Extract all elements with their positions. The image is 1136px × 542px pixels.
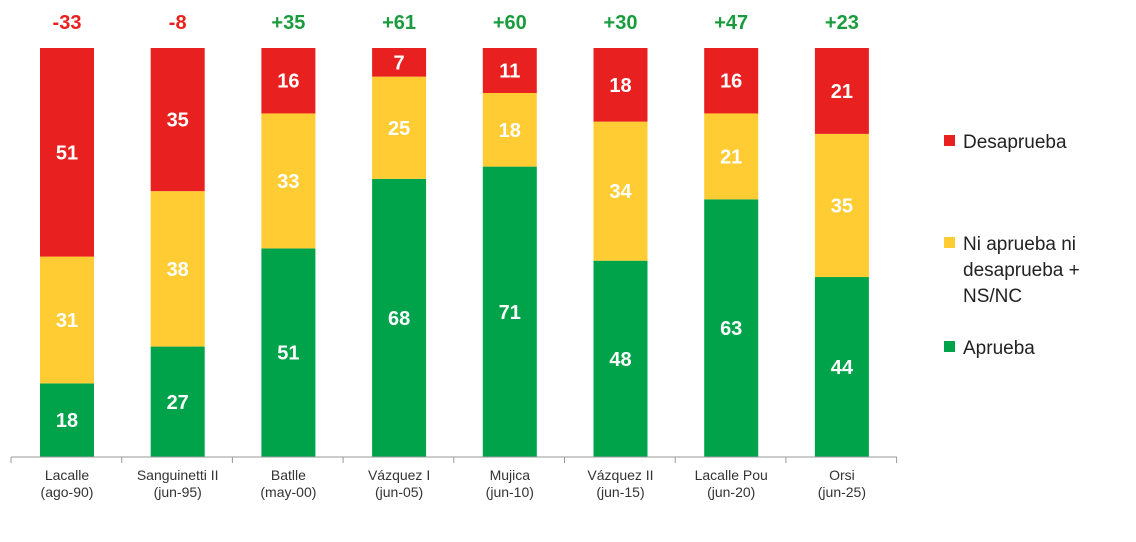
data-label: 21 <box>720 146 742 168</box>
bar-ni-vazquez-i <box>372 76 427 179</box>
data-label: 33 <box>277 171 299 193</box>
x-tick-label: Lacalle Pou <box>695 467 768 483</box>
x-axis-labels: Lacalle(ago-90) Sanguinetti II(jun-95) Bat… <box>41 467 866 500</box>
legend-item-desaprueba: Desaprueba <box>944 130 1123 156</box>
data-label: 16 <box>720 71 742 93</box>
data-label: 7 <box>394 52 405 74</box>
data-label: 48 <box>609 349 631 371</box>
data-label: 31 <box>56 310 78 332</box>
x-tick-sublabel: (ago-90) <box>41 484 94 500</box>
bar-aprueba-lacalle-pou <box>704 199 759 457</box>
net-balance-labels: -33 -8 +35 +61 +60 +30 +47 +23 <box>53 12 859 34</box>
x-tick-sublabel: (jun-10) <box>486 484 534 500</box>
x-tick-sublabel: (jun-15) <box>596 484 644 500</box>
net-balance-label: +61 <box>382 12 416 34</box>
legend-swatch-ni-aprueba-ni-desaprueba <box>944 237 955 248</box>
legend-label-desaprueba: Desaprueba <box>963 132 1067 153</box>
bar-aprueba-vazquez-i <box>372 178 427 457</box>
data-label: 18 <box>499 120 521 142</box>
x-tick-sublabel: (jun-05) <box>375 484 423 500</box>
x-tick-sublabel: (jun-20) <box>707 484 755 500</box>
bar-desaprueba-vazquez-i <box>372 48 427 77</box>
bar-desaprueba-vazquez-ii <box>593 48 648 122</box>
x-tick-label: Mujica <box>490 467 531 483</box>
bar-aprueba-lacalle <box>40 383 94 457</box>
net-balance-label: +30 <box>604 12 638 34</box>
net-balance-label: -8 <box>169 12 187 34</box>
data-label: 35 <box>831 195 853 217</box>
legend-swatch-aprueba <box>944 341 955 352</box>
x-tick-label: Lacalle <box>45 467 90 483</box>
legend-swatch-desaprueba <box>944 135 955 146</box>
bar-ni-lacalle <box>40 256 94 384</box>
bar-ni-mujica <box>482 92 537 167</box>
x-tick-label: Batlle <box>271 467 306 483</box>
bar-desaprueba-batlle <box>261 48 316 114</box>
data-label: 18 <box>56 410 78 432</box>
bar-desaprueba-sanguinetti-ii <box>150 48 205 192</box>
bar-aprueba-orsi <box>814 277 869 457</box>
x-tick-label: Vázquez II <box>587 467 653 483</box>
data-label: 71 <box>499 302 521 324</box>
bar-aprueba-batlle <box>261 248 316 457</box>
legend-item-ni-aprueba-ni-desaprueba: Ni aprueba ni desaprueba + NS/NC <box>944 232 1123 310</box>
net-balance-label: +23 <box>825 12 859 34</box>
data-label: 44 <box>831 357 854 379</box>
bar-desaprueba-mujica <box>482 48 537 93</box>
x-axis-ticks <box>10 457 898 463</box>
bar-ni-orsi <box>814 133 869 278</box>
data-label: 21 <box>831 81 853 103</box>
bar-aprueba-mujica <box>482 166 537 458</box>
data-label: 18 <box>609 75 631 97</box>
x-tick-sublabel: (may-00) <box>260 484 316 500</box>
data-label: 16 <box>277 71 299 93</box>
x-tick-label: Vázquez I <box>368 467 430 483</box>
x-tick-sublabel: (jun-25) <box>818 484 866 500</box>
net-balance-label: +35 <box>271 12 305 34</box>
data-label: 51 <box>56 142 78 164</box>
data-label: 35 <box>167 110 189 132</box>
net-balance-label: +47 <box>714 12 748 34</box>
bar-desaprueba-lacalle <box>40 48 94 257</box>
legend-label-aprueba: Aprueba <box>963 338 1035 359</box>
legend-label-ni-aprueba-ni-desaprueba: Ni aprueba ni desaprueba + NS/NC <box>963 234 1080 307</box>
data-label: 27 <box>167 392 189 414</box>
bar-desaprueba-orsi <box>814 48 869 134</box>
data-label: 34 <box>609 181 632 203</box>
bars-group: 18 31 51 27 38 35 51 33 16 68 25 7 71 18 11 48 34 18 63 21 1… <box>40 48 869 458</box>
bar-ni-batlle <box>261 113 316 249</box>
data-label: 51 <box>277 343 299 365</box>
data-label: 38 <box>167 259 189 281</box>
data-label: 68 <box>388 308 410 330</box>
legend-item-aprueba: Aprueba <box>944 336 1123 362</box>
x-tick-label: Sanguinetti II <box>137 467 219 483</box>
bar-desaprueba-lacalle-pou <box>704 48 759 114</box>
x-tick-sublabel: (jun-95) <box>154 484 202 500</box>
net-balance-label: -33 <box>53 12 82 34</box>
net-balance-label: +60 <box>493 12 527 34</box>
x-tick-label: Orsi <box>829 467 855 483</box>
data-label: 11 <box>499 60 520 82</box>
data-label: 63 <box>720 318 742 340</box>
bar-ni-lacalle-pou <box>704 113 759 200</box>
bar-ni-sanguinetti-ii <box>150 191 205 347</box>
bar-aprueba-sanguinetti-ii <box>150 346 205 457</box>
bar-ni-vazquez-ii <box>593 121 648 261</box>
legend: Desaprueba Ni aprueba ni desaprueba + NS… <box>944 0 1134 542</box>
data-label: 25 <box>388 118 410 140</box>
bar-aprueba-vazquez-ii <box>593 260 648 457</box>
